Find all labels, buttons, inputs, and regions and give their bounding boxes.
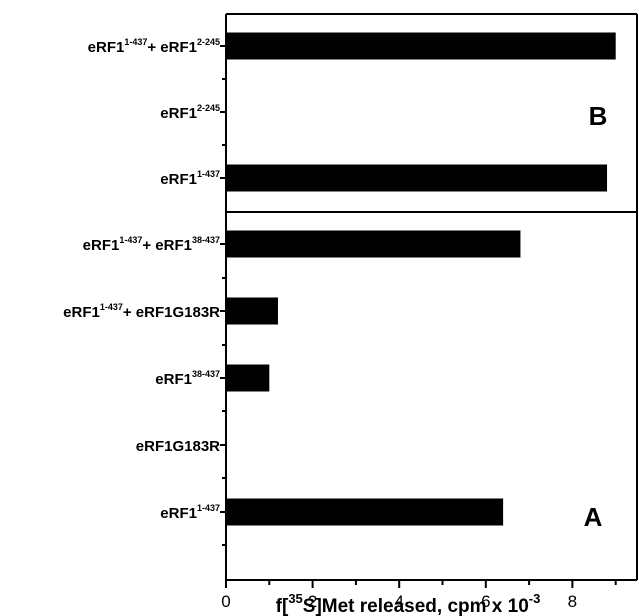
panel-label-b: B bbox=[589, 101, 608, 131]
label-text: + eRF1G183R bbox=[123, 304, 220, 321]
x-axis-label: f[35S]Met released, cpm x 10-3 bbox=[276, 591, 541, 616]
label-text: eRF1 bbox=[160, 171, 197, 188]
bar-a-2 bbox=[226, 297, 278, 325]
category-label-a-5: eRF11-437 bbox=[160, 503, 220, 522]
label-superscript: 1-437 bbox=[100, 302, 123, 312]
bar-a-5 bbox=[226, 498, 504, 526]
x-label-superscript: 35 bbox=[288, 591, 302, 606]
x-tick-label-3: 6 bbox=[481, 592, 490, 611]
label-text: + eRF1 bbox=[142, 237, 192, 254]
x-tick-label-1: 2 bbox=[308, 592, 317, 611]
label-superscript: 2-245 bbox=[197, 103, 220, 113]
bar-b-1 bbox=[226, 32, 616, 60]
label-text: eRF1 bbox=[160, 505, 197, 522]
panel-label-a: A bbox=[584, 502, 603, 532]
x-tick-label-0: 0 bbox=[221, 592, 230, 611]
category-label-b-3: eRF11-437 bbox=[160, 169, 220, 188]
label-superscript: 1-437 bbox=[119, 235, 142, 245]
label-superscript: 2-245 bbox=[197, 37, 220, 47]
label-superscript: 1-437 bbox=[124, 37, 147, 47]
category-label-a-4: eRF1G183R bbox=[136, 438, 220, 455]
x-tick-label-2: 4 bbox=[394, 592, 403, 611]
bar-a-3 bbox=[226, 364, 270, 392]
label-text: eRF1 bbox=[88, 39, 125, 56]
label-superscript: 38-437 bbox=[192, 369, 220, 379]
label-text: eRF1 bbox=[155, 371, 192, 388]
bar-b-3 bbox=[226, 164, 608, 192]
label-superscript: 1-437 bbox=[197, 503, 220, 513]
label-text: eRF1G183R bbox=[136, 438, 220, 455]
label-superscript: 1-437 bbox=[197, 169, 220, 179]
bar-a-1 bbox=[226, 230, 521, 258]
label-text: + eRF1 bbox=[147, 39, 197, 56]
x-label-superscript: -3 bbox=[529, 591, 541, 606]
x-tick-label-4: 8 bbox=[568, 592, 577, 611]
category-label-a-1: eRF11-437+ eRF138-437 bbox=[83, 235, 220, 254]
label-superscript: 38-437 bbox=[192, 235, 220, 245]
x-label-text: S]Met released, cpm x 10 bbox=[303, 596, 529, 616]
category-label-a-3: eRF138-437 bbox=[155, 369, 220, 388]
label-text: eRF1 bbox=[63, 304, 100, 321]
label-text: eRF1 bbox=[160, 105, 197, 122]
category-label-b-2: eRF12-245 bbox=[160, 103, 220, 122]
label-text: eRF1 bbox=[83, 237, 120, 254]
category-label-b-1: eRF11-437+ eRF12-245 bbox=[88, 37, 220, 56]
x-label-text: f[ bbox=[276, 596, 289, 616]
category-label-a-2: eRF11-437+ eRF1G183R bbox=[63, 302, 220, 321]
